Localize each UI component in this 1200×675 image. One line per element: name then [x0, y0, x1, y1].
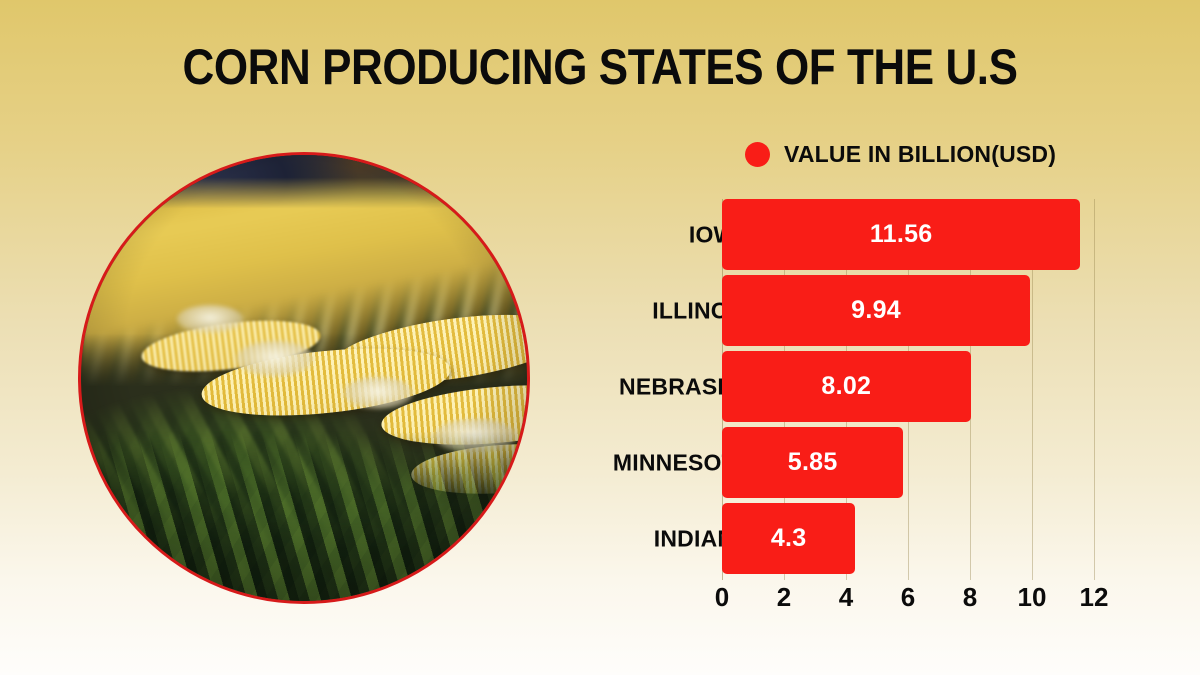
bar[interactable]: 11.56 — [722, 199, 1081, 270]
bar-value-label: 4.3 — [770, 524, 807, 552]
bar[interactable]: 9.94 — [722, 275, 1031, 346]
gridline — [1094, 199, 1095, 580]
corn-photo-circle — [78, 152, 530, 604]
legend-label: VALUE IN BILLION(USD) — [784, 141, 1057, 167]
x-tick-label: 6 — [900, 582, 916, 612]
bar-value-label: 5.85 — [787, 448, 838, 476]
bar-row: ILLINOIS 9.94 — [540, 275, 1140, 346]
x-tick-label: 2 — [776, 582, 792, 612]
x-axis: 0 2 4 6 8 10 12 — [715, 582, 1109, 616]
bar-row: MINNESOTA 5.85 — [540, 427, 1140, 498]
x-tick-label: 12 — [1079, 582, 1109, 612]
bar[interactable]: 5.85 — [722, 427, 904, 498]
x-tick-label: 8 — [962, 582, 978, 612]
bar[interactable]: 8.02 — [722, 351, 971, 422]
bar-row: NEBRASKA 8.02 — [540, 351, 1140, 422]
x-tick-label: 10 — [1017, 582, 1047, 612]
page-title: CORN PRODUCING STATES OF THE U.S — [182, 39, 1018, 95]
bar-row: INDIANA 4.3 — [540, 503, 1140, 574]
red-circle-icon — [745, 142, 770, 167]
chart-legend: VALUE IN BILLION(USD) — [745, 141, 1056, 168]
bar-row: IOWA 11.56 — [540, 199, 1140, 270]
photo-vignette — [81, 155, 527, 601]
bar-value-label: 8.02 — [821, 372, 872, 400]
x-tick-label: 4 — [838, 582, 854, 612]
bar[interactable]: 4.3 — [722, 503, 856, 574]
x-tick-label: 0 — [714, 582, 730, 612]
bar-value-label: 9.94 — [851, 296, 901, 324]
bar-chart: 0 2 4 6 8 10 12 IOWA 11.56 ILLINOIS 9.94 NEBRASKA 8… — [540, 190, 1140, 612]
bar-value-label: 11.56 — [869, 220, 933, 248]
gridline — [1032, 199, 1033, 580]
